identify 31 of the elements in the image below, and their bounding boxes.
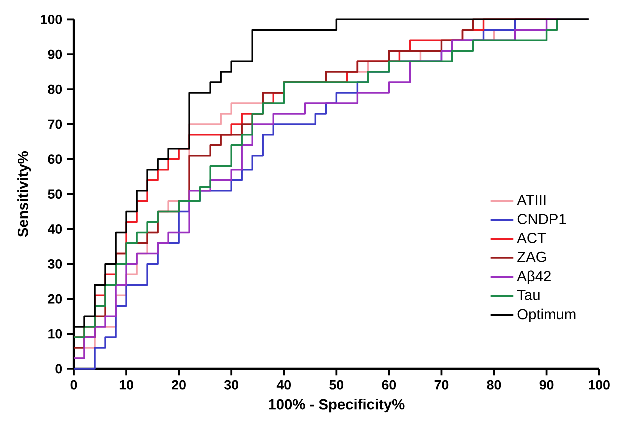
x-tick-label: 30 (224, 380, 238, 390)
y-tick-label: 50 (48, 190, 62, 200)
y-tick-label: 80 (48, 84, 62, 94)
x-tick-label: 60 (382, 380, 396, 390)
legend-label: Tau (517, 290, 540, 300)
y-tick-label: 90 (48, 50, 62, 60)
x-tick-label: 40 (276, 380, 292, 390)
legend-label: CNDP1 (518, 214, 566, 224)
legend-label: ATIII (517, 195, 546, 206)
y-tick-label: 0 (56, 364, 62, 374)
y-tick-label: 10 (48, 329, 62, 339)
y-tick-label: 40 (48, 224, 62, 234)
x-tick-label: 0 (70, 380, 78, 390)
y-axis-title: Sensitivity% (18, 152, 32, 238)
x-tick-label: 20 (172, 380, 186, 390)
legend-label: Aβ42 (517, 270, 551, 284)
legend-label: ACT (517, 232, 546, 244)
y-tick-label: 20 (48, 294, 62, 304)
legend-label: ZAG (518, 252, 546, 262)
x-tick-label: 90 (540, 380, 554, 390)
x-axis-title: 100% - Specificity% (269, 398, 405, 413)
x-tick-label: 10 (120, 380, 134, 390)
y-tick-label: 60 (48, 154, 62, 164)
y-tick-label: 100 (41, 14, 62, 24)
x-tick-label: 80 (487, 380, 502, 390)
x-tick-label: 100 (589, 380, 610, 390)
y-tick-label: 30 (48, 259, 62, 269)
x-tick-label: 50 (330, 380, 344, 390)
legend-label: Optimum (518, 308, 576, 322)
y-tick-label: 70 (48, 120, 62, 130)
x-tick-label: 70 (434, 380, 449, 390)
